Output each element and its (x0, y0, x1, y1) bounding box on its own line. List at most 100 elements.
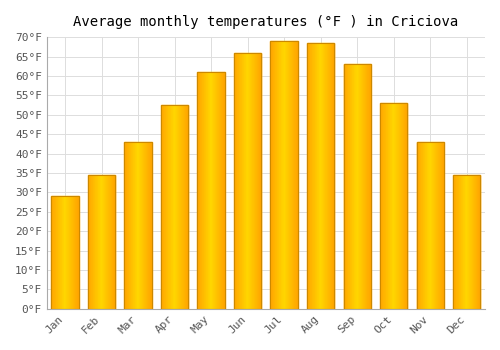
Bar (274, 41, 276, 309)
Bar (346, 64, 347, 309)
Bar (88, 175, 116, 309)
Bar (144, 142, 145, 309)
Bar (390, 103, 391, 309)
Bar (242, 52, 243, 309)
Bar (62, 196, 63, 309)
Bar (313, 43, 314, 309)
Bar (54, 196, 55, 309)
Bar (320, 43, 322, 309)
Bar (250, 52, 251, 309)
Bar (425, 142, 426, 309)
Bar (97, 175, 98, 309)
Bar (369, 64, 370, 309)
Bar (134, 142, 136, 309)
Bar (238, 52, 239, 309)
Bar (201, 72, 202, 309)
Bar (234, 52, 236, 309)
Bar (293, 41, 294, 309)
Bar (393, 103, 394, 309)
Bar (332, 43, 333, 309)
Bar (443, 142, 444, 309)
Bar (455, 175, 456, 309)
Bar (362, 64, 364, 309)
Bar (101, 175, 102, 309)
Bar (329, 43, 330, 309)
Bar (149, 142, 150, 309)
Bar (468, 175, 469, 309)
Bar (186, 105, 187, 309)
Bar (474, 175, 475, 309)
Bar (278, 41, 280, 309)
Bar (138, 142, 139, 309)
Bar (178, 105, 179, 309)
Bar (388, 103, 389, 309)
Bar (168, 105, 169, 309)
Bar (162, 105, 163, 309)
Bar (434, 142, 435, 309)
Bar (102, 175, 103, 309)
Bar (166, 105, 167, 309)
Bar (105, 175, 106, 309)
Bar (248, 52, 249, 309)
Bar (187, 105, 188, 309)
Bar (163, 105, 164, 309)
Bar (312, 43, 313, 309)
Bar (479, 175, 480, 309)
Bar (170, 105, 171, 309)
Bar (440, 142, 441, 309)
Bar (454, 175, 455, 309)
Bar (76, 196, 77, 309)
Bar (459, 175, 460, 309)
Bar (469, 175, 470, 309)
Bar (430, 142, 431, 309)
Bar (254, 52, 255, 309)
Bar (380, 103, 407, 309)
Bar (137, 142, 138, 309)
Bar (272, 41, 273, 309)
Bar (124, 142, 152, 309)
Bar (271, 41, 272, 309)
Bar (151, 142, 152, 309)
Bar (289, 41, 290, 309)
Bar (68, 196, 69, 309)
Bar (52, 196, 53, 309)
Bar (294, 41, 295, 309)
Bar (290, 41, 291, 309)
Bar (202, 72, 203, 309)
Bar (181, 105, 182, 309)
Bar (385, 103, 386, 309)
Bar (399, 103, 400, 309)
Bar (126, 142, 127, 309)
Bar (148, 142, 149, 309)
Bar (161, 105, 188, 309)
Bar (165, 105, 166, 309)
Bar (387, 103, 388, 309)
Bar (109, 175, 110, 309)
Bar (351, 64, 352, 309)
Bar (464, 175, 466, 309)
Bar (65, 196, 66, 309)
Bar (141, 142, 142, 309)
Bar (368, 64, 369, 309)
Bar (114, 175, 116, 309)
Bar (124, 142, 125, 309)
Bar (471, 175, 472, 309)
Bar (270, 41, 271, 309)
Bar (204, 72, 205, 309)
Bar (476, 175, 477, 309)
Bar (383, 103, 384, 309)
Bar (63, 196, 64, 309)
Bar (69, 196, 70, 309)
Bar (417, 142, 418, 309)
Bar (106, 175, 107, 309)
Bar (146, 142, 147, 309)
Bar (478, 175, 479, 309)
Title: Average monthly temperatures (°F ) in Criciova: Average monthly temperatures (°F ) in Cr… (74, 15, 458, 29)
Bar (426, 142, 427, 309)
Bar (150, 142, 151, 309)
Bar (345, 64, 346, 309)
Bar (477, 175, 478, 309)
Bar (243, 52, 244, 309)
Bar (316, 43, 318, 309)
Bar (53, 196, 54, 309)
